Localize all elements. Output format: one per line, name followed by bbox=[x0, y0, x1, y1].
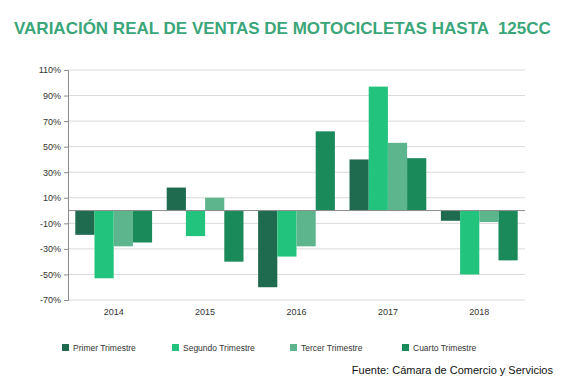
y-tick-label: 70% bbox=[43, 116, 61, 126]
x-tick: 2017 bbox=[378, 300, 398, 317]
y-tick-label: -10% bbox=[40, 219, 61, 229]
bar bbox=[441, 211, 460, 221]
grid-line bbox=[68, 172, 525, 173]
bar bbox=[114, 211, 133, 247]
bar bbox=[297, 211, 316, 247]
legend: Primer Trimestre Segundo Trimestre Tercer … bbox=[62, 343, 477, 353]
y-tick: 50% bbox=[43, 142, 68, 152]
y-tick: -70% bbox=[40, 295, 68, 305]
bar bbox=[205, 198, 224, 211]
legend-swatch bbox=[172, 344, 179, 351]
y-tick-label: 30% bbox=[43, 168, 61, 178]
bar bbox=[479, 211, 498, 223]
bar bbox=[167, 188, 186, 211]
x-tick: 2014 bbox=[104, 300, 124, 317]
y-tick-label: -30% bbox=[40, 244, 61, 254]
legend-label: Segundo Trimestre bbox=[183, 343, 255, 353]
grid-line bbox=[68, 70, 525, 71]
y-tick-mark bbox=[64, 300, 68, 301]
y-tick-mark bbox=[64, 147, 68, 148]
bar bbox=[316, 131, 335, 210]
y-tick-mark bbox=[64, 249, 68, 250]
bar bbox=[95, 211, 114, 279]
y-tick: 110% bbox=[39, 65, 68, 75]
y-tick-mark bbox=[64, 70, 68, 71]
legend-label: Tercer Trimestre bbox=[301, 343, 363, 353]
y-axis-line bbox=[64, 71, 69, 301]
x-tick: 2018 bbox=[469, 300, 489, 317]
grid-line bbox=[68, 146, 525, 147]
bar bbox=[258, 211, 277, 288]
x-tick-label: 2014 bbox=[104, 307, 124, 317]
y-tick-mark bbox=[64, 96, 68, 97]
y-tick-mark bbox=[64, 172, 68, 173]
y-tick-label: 90% bbox=[43, 91, 61, 101]
x-tick-label: 2018 bbox=[469, 307, 489, 317]
legend-label: Cuarto Trimestre bbox=[413, 343, 477, 353]
x-axis-line bbox=[69, 300, 526, 301]
bar bbox=[498, 211, 517, 261]
y-tick-label: 10% bbox=[43, 193, 61, 203]
grid-line bbox=[68, 197, 525, 198]
bar bbox=[75, 211, 94, 235]
x-tick-label: 2017 bbox=[378, 307, 398, 317]
y-tick: -10% bbox=[40, 219, 68, 229]
y-tick-label: 110% bbox=[39, 65, 61, 75]
bar bbox=[460, 211, 479, 275]
y-tick-mark bbox=[64, 198, 68, 199]
x-tick: 2016 bbox=[286, 300, 306, 317]
grid-line bbox=[68, 274, 525, 275]
zero-line bbox=[68, 210, 525, 211]
grid-line bbox=[68, 95, 525, 96]
chart: VARIACIÓN REAL DE VENTAS DE MOTOCICLETAS… bbox=[0, 0, 569, 381]
bar bbox=[277, 211, 296, 257]
legend-swatch bbox=[402, 344, 409, 351]
y-tick: 10% bbox=[43, 193, 68, 203]
y-tick-mark bbox=[64, 274, 68, 275]
grid bbox=[68, 70, 525, 300]
legend-swatch bbox=[62, 344, 69, 351]
legend-label: Primer Trimestre bbox=[73, 343, 136, 353]
y-tick-mark bbox=[64, 223, 68, 224]
source-note: Fuente: Cámara de Comercio y Servicios bbox=[352, 364, 554, 376]
y-tick: 70% bbox=[43, 116, 68, 126]
y-tick: -50% bbox=[40, 270, 68, 280]
bar bbox=[350, 159, 369, 210]
y-tick: 90% bbox=[43, 91, 68, 101]
y-tick: 30% bbox=[43, 168, 68, 178]
bar bbox=[369, 87, 388, 211]
y-axis: -70% -50% -30% -10% 10% 30% 50% 70% 90% 110% bbox=[39, 65, 69, 305]
x-tick-label: 2016 bbox=[286, 307, 306, 317]
grid-line bbox=[68, 300, 525, 301]
x-tick-label: 2015 bbox=[195, 307, 215, 317]
y-tick-mark bbox=[64, 121, 68, 122]
title: VARIACIÓN REAL DE VENTAS DE MOTOCICLETAS… bbox=[14, 19, 551, 38]
y-tick: -30% bbox=[40, 244, 68, 254]
bars bbox=[75, 87, 517, 288]
bar bbox=[186, 211, 205, 237]
y-tick-label: 50% bbox=[43, 142, 61, 152]
x-axis: 2014 2015 2016 2017 2018 bbox=[69, 300, 526, 317]
bar bbox=[388, 143, 407, 211]
bar bbox=[407, 158, 426, 210]
x-tick: 2015 bbox=[195, 300, 215, 317]
y-tick-label: -50% bbox=[40, 270, 61, 280]
grid-line bbox=[68, 121, 525, 122]
bar bbox=[224, 211, 243, 262]
y-tick-label: -70% bbox=[40, 295, 61, 305]
legend-swatch bbox=[290, 344, 297, 351]
bar bbox=[133, 211, 152, 243]
